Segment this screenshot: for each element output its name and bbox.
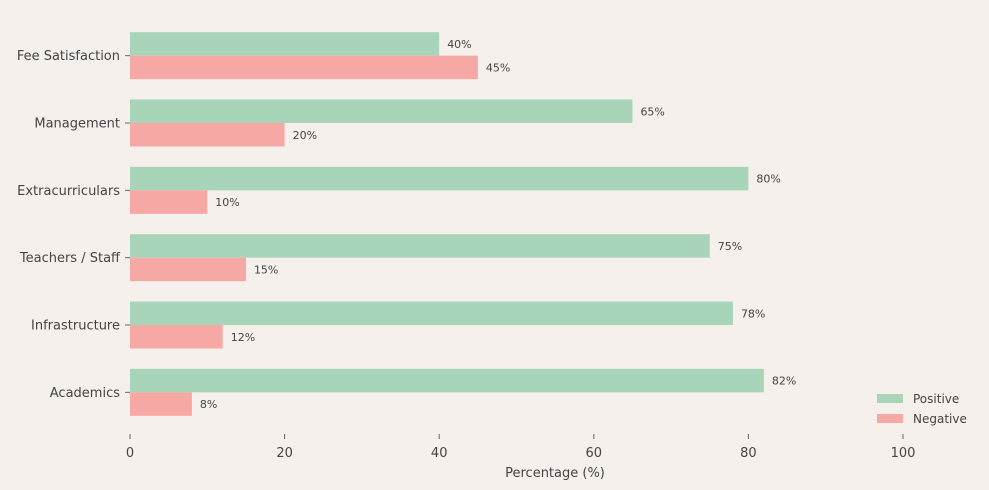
- bar-negative-management: [130, 123, 285, 147]
- x-axis: 0 20 40 60 80 100: [126, 434, 916, 461]
- data-label-negative-teachers-staff: 15%: [254, 263, 278, 276]
- y-tick-label-fee-satisfaction: Fee Satisfaction: [17, 49, 120, 64]
- x-tick-label-80: 80: [740, 446, 757, 461]
- data-label-positive-fee-satisfaction: 40%: [447, 38, 471, 51]
- x-tick-label-60: 60: [586, 446, 603, 461]
- y-tick-label-management: Management: [34, 117, 120, 132]
- legend-label-negative: Negative: [913, 412, 967, 426]
- legend-swatch-negative: [877, 414, 903, 423]
- x-tick-label-0: 0: [126, 446, 134, 461]
- x-tick-label-40: 40: [431, 446, 448, 461]
- data-label-positive-extracurriculars: 80%: [756, 173, 780, 186]
- legend: Positive Negative: [877, 392, 967, 426]
- legend-label-positive: Positive: [913, 392, 959, 406]
- x-tick-label-20: 20: [276, 446, 293, 461]
- data-label-positive-academics: 82%: [772, 375, 796, 388]
- data-label-negative-management: 20%: [293, 129, 317, 142]
- bar-positive-extracurriculars: [130, 166, 749, 191]
- bar-negative-fee-satisfaction: [130, 55, 478, 80]
- legend-swatch-positive: [877, 394, 903, 403]
- bar-negative-extracurriculars: [130, 190, 208, 214]
- data-labels-layer: 82% 8% 78% 12% 75% 15% 80% 10% 65% 20% 40% 45%: [200, 38, 796, 411]
- bar-negative-infrastructure: [130, 325, 223, 349]
- data-label-negative-infrastructure: 12%: [231, 331, 255, 344]
- bar-negative-academics: [130, 392, 192, 416]
- bar-negative-teachers-staff: [130, 257, 246, 282]
- data-label-negative-academics: 8%: [200, 398, 217, 411]
- y-tick-label-academics: Academics: [50, 386, 120, 401]
- bar-positive-management: [130, 99, 633, 123]
- x-tick-label-100: 100: [891, 446, 916, 461]
- y-tick-label-teachers-staff: Teachers / Staff: [19, 251, 121, 266]
- data-label-positive-management: 65%: [640, 105, 664, 118]
- bars-layer: [130, 32, 764, 416]
- bar-positive-infrastructure: [130, 301, 733, 325]
- data-label-positive-teachers-staff: 75%: [718, 240, 742, 253]
- data-label-positive-infrastructure: 78%: [741, 307, 765, 320]
- bar-positive-teachers-staff: [130, 234, 710, 258]
- x-axis-title: Percentage (%): [505, 466, 605, 481]
- data-label-negative-extracurriculars: 10%: [215, 196, 239, 209]
- y-tick-label-infrastructure: Infrastructure: [31, 319, 120, 334]
- data-label-negative-fee-satisfaction: 45%: [486, 61, 510, 74]
- bar-positive-academics: [130, 368, 764, 393]
- y-axis: Academics Infrastructure Teachers / Staff E…: [17, 49, 130, 401]
- bar-positive-fee-satisfaction: [130, 32, 440, 56]
- y-tick-label-extracurriculars: Extracurriculars: [17, 184, 120, 199]
